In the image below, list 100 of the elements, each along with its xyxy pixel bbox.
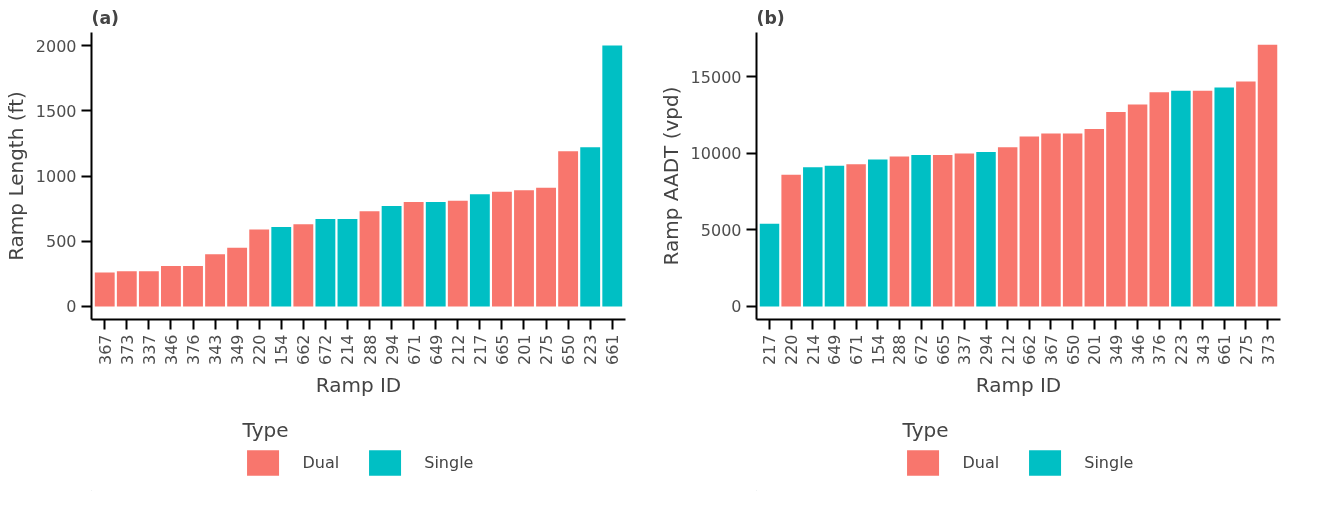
x-tick-label: 275 [537, 334, 557, 366]
y-tick-label: 0 [731, 297, 742, 317]
x-tick-label: 217 [470, 334, 490, 366]
bar [161, 266, 181, 307]
x-tick-label: 650 [559, 334, 579, 366]
bar [803, 167, 823, 307]
bar [205, 254, 225, 307]
x-tick-label: 220 [250, 334, 270, 366]
x-tick-label: 288 [890, 334, 910, 366]
x-tick-label: 214 [803, 334, 823, 366]
x-tick-label: 217 [760, 334, 780, 366]
bar [558, 151, 579, 307]
bar [94, 272, 115, 307]
bar [1214, 87, 1234, 307]
y-tick-label: 2000 [35, 36, 77, 56]
bar [183, 266, 203, 307]
x-tick-label: 220 [782, 334, 802, 366]
x-tick-label: 665 [492, 334, 512, 366]
bar [997, 147, 1018, 307]
bar [846, 164, 866, 307]
bar [1236, 81, 1256, 307]
bar [1171, 90, 1191, 307]
x-tick-label: 337 [955, 334, 975, 366]
bar [536, 187, 556, 307]
x-tick-label: 376 [1150, 334, 1170, 366]
x-tick-label: 288 [360, 334, 380, 366]
x-tick-label: 367 [1041, 334, 1061, 366]
legend-label: Dual [962, 451, 1000, 474]
bar [315, 219, 336, 307]
bar [469, 194, 490, 307]
bar [403, 202, 424, 307]
bar [1019, 136, 1040, 307]
bar [954, 153, 975, 307]
x-tick-label: 346 [161, 334, 181, 366]
bar [889, 156, 910, 307]
y-tick-label: 500 [45, 232, 77, 252]
bar [1127, 104, 1148, 307]
x-tick-label: 294 [977, 334, 997, 366]
x-tick-label: 671 [404, 334, 424, 366]
y-tick-label: 15000 [690, 67, 742, 87]
x-tick-label: 649 [825, 334, 845, 366]
bar [425, 202, 446, 307]
x-tick-label: 223 [1171, 334, 1191, 366]
x-tick-label: 672 [316, 334, 336, 366]
x-tick-label: 349 [228, 334, 248, 366]
bar [381, 206, 402, 307]
x-tick-label: 661 [1215, 334, 1235, 366]
bar [1084, 128, 1105, 307]
x-tick-label: 154 [272, 334, 292, 366]
x-tick-label: 373 [1258, 334, 1278, 366]
bar [359, 211, 380, 307]
x-tick-label: 294 [382, 334, 402, 366]
bar [293, 224, 314, 307]
x-tick-label: 662 [1020, 334, 1040, 366]
x-tick-label: 346 [1128, 334, 1148, 366]
bar [337, 219, 358, 307]
legend-label: Single [1084, 451, 1134, 474]
x-tick-label: 343 [206, 334, 226, 366]
bar [116, 271, 137, 307]
x-tick-label: 671 [847, 334, 867, 366]
bar [447, 200, 468, 307]
bar [1106, 112, 1126, 307]
bar [227, 247, 248, 307]
x-tick-label: 349 [1106, 334, 1126, 366]
x-tick-label: 212 [448, 334, 468, 366]
y-tick-label: 1000 [35, 167, 77, 186]
x-tick-label: 376 [184, 334, 203, 366]
y-tick-label: 1500 [35, 101, 77, 121]
bar [868, 159, 888, 307]
x-tick-label: 367 [95, 334, 115, 366]
x-tick-label: 649 [426, 334, 446, 366]
bar [1041, 133, 1061, 307]
bar [781, 174, 801, 307]
y-axis-title: Ramp AADT (vpd) [658, 86, 683, 266]
legend-label: Dual [302, 451, 340, 474]
x-tick-label: 661 [603, 334, 623, 366]
x-tick-label: 201 [1085, 334, 1105, 366]
x-tick-label: 665 [933, 334, 953, 366]
bar [911, 154, 931, 307]
bar [932, 154, 953, 307]
bar [759, 223, 780, 307]
bar [514, 190, 534, 307]
bar [1192, 90, 1213, 307]
bar [1149, 92, 1169, 307]
x-tick-label: 275 [1236, 334, 1256, 366]
x-tick-label: 650 [1063, 334, 1083, 366]
x-tick-label: 672 [912, 334, 932, 366]
x-tick-label: 214 [338, 334, 358, 366]
bar [976, 151, 996, 307]
bar [271, 226, 292, 307]
bar [602, 45, 623, 307]
x-tick-label: 212 [998, 334, 1018, 366]
x-tick-label: 343 [1193, 334, 1213, 366]
x-tick-label: 337 [139, 334, 159, 366]
y-tick-label: 0 [66, 297, 77, 317]
bar [580, 147, 601, 307]
chart-title: (b) [756, 7, 785, 28]
bar [824, 165, 845, 307]
bar [492, 191, 512, 307]
x-tick-label: 662 [294, 334, 314, 366]
